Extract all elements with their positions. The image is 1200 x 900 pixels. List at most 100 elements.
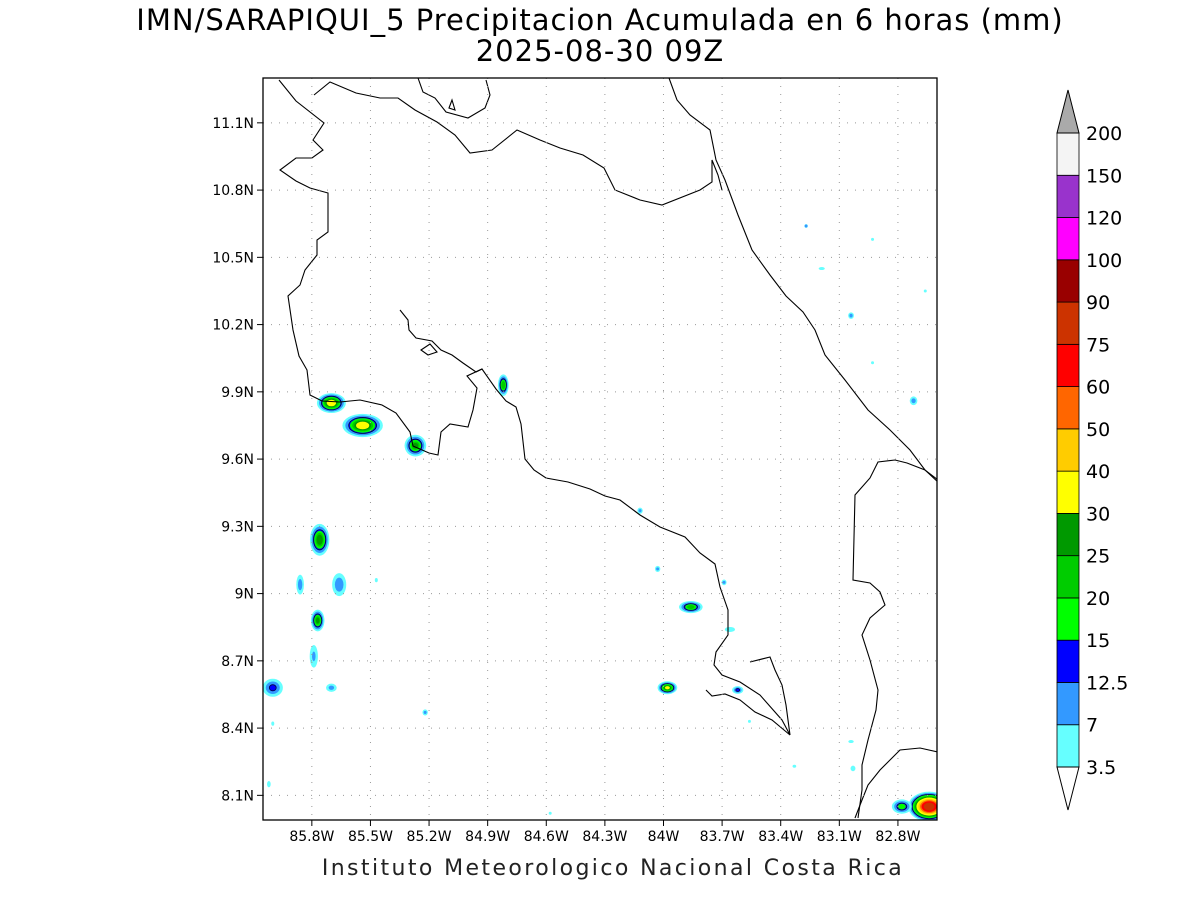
precip-cell-11 <box>422 709 428 716</box>
colorbar-label: 3.5 <box>1086 757 1116 779</box>
colorbar-label: 120 <box>1086 208 1122 230</box>
colorbar-under-arrow <box>1056 766 1080 811</box>
plot-frame <box>262 77 938 821</box>
precip-contour-12.5 <box>268 684 277 692</box>
precip-contour-25 <box>412 442 419 449</box>
precip-contour-3.5 <box>792 764 797 768</box>
precip-contour-20 <box>501 381 506 390</box>
precip-contour-7 <box>804 224 808 228</box>
colorbar-swatch <box>1056 428 1080 472</box>
precip-contour-12.5 <box>735 688 741 692</box>
y-tick-label: 8.4N <box>221 721 254 737</box>
precip-cell-4 <box>309 523 330 556</box>
precip-cell-9 <box>263 678 283 697</box>
colorbar-label: 60 <box>1086 377 1110 399</box>
precip-cell-21 <box>657 681 678 695</box>
colorbar-label: 7 <box>1086 715 1098 737</box>
precip-contour-7 <box>722 580 726 584</box>
island-1 <box>448 98 456 111</box>
coastline-pacific-mainland <box>278 79 791 736</box>
precip-contour-75 <box>923 802 935 811</box>
precip-contour-7 <box>312 651 316 662</box>
precip-contour-7 <box>638 509 642 513</box>
x-tick-label: 84.6W <box>524 829 569 845</box>
colorbar-swatch <box>1056 132 1080 176</box>
footer-credit: Instituto Meteorologico Nacional Costa R… <box>321 856 905 881</box>
precip-contour-7 <box>656 567 660 571</box>
x-tick-label: 84.9W <box>465 829 510 845</box>
colorbar-label: 15 <box>1086 630 1110 652</box>
colorbar-label: 150 <box>1086 165 1122 187</box>
precip-cell-8 <box>309 645 318 668</box>
border-nicaragua <box>313 81 723 206</box>
y-tick-label: 10.8N <box>212 183 254 199</box>
precip-cell-13 <box>267 780 271 788</box>
precip-contour-3.5 <box>923 289 927 293</box>
precip-contour-15 <box>897 803 906 810</box>
colorbar-swatch <box>1056 259 1080 303</box>
precip-cell-22 <box>732 686 744 694</box>
precip-contour-3.5 <box>871 237 875 241</box>
precip-cell-10 <box>326 683 337 692</box>
x-tick-label: 84W <box>648 829 680 845</box>
precip-contour-3.5 <box>548 811 552 815</box>
colorbar-swatch <box>1056 639 1080 683</box>
coastline-caribbean <box>668 78 937 480</box>
colorbar-swatch <box>1056 724 1080 768</box>
precip-contour-3.5 <box>724 626 736 632</box>
precip-cell-23 <box>747 719 751 723</box>
x-tick-label: 83.1W <box>817 829 862 845</box>
precip-contour-7 <box>334 577 344 592</box>
coastline-gulf-nicoya <box>399 309 483 373</box>
colorbar-label: 25 <box>1086 546 1110 568</box>
precip-cell-29 <box>818 267 825 271</box>
x-tick-label: 85.2W <box>407 829 452 845</box>
precip-contour-7 <box>849 313 853 318</box>
coastline <box>278 78 937 819</box>
precip-cell-33 <box>923 289 927 293</box>
colorbar-swatch <box>1056 386 1080 430</box>
colorbar-label: 12.5 <box>1086 672 1128 694</box>
x-tick-label: 84.3W <box>582 829 627 845</box>
y-tick-label: 10.2N <box>212 318 254 334</box>
precip-cell-34 <box>871 237 875 241</box>
precip-cell-5 <box>310 609 325 632</box>
precip-contour-25 <box>316 534 323 545</box>
colorbar-label: 100 <box>1086 250 1122 272</box>
y-tick-label: 9.6N <box>221 452 254 468</box>
precip-contour-3.5 <box>850 765 856 772</box>
precip-cell-30 <box>848 312 854 319</box>
precip-cell-36 <box>891 799 912 814</box>
precip-contour-7 <box>328 685 335 690</box>
coastline-osa-peninsula <box>749 656 791 736</box>
x-tick-label: 85.8W <box>289 829 334 845</box>
precip-cell-31 <box>871 361 875 365</box>
map-title: IMN/SARAPIQUI_5 Precipitacion Acumulada … <box>136 3 1064 37</box>
x-tick-label: 83.7W <box>700 829 745 845</box>
y-tick-label: 9N <box>235 587 254 603</box>
precip-cell-7 <box>296 574 304 595</box>
y-tick-label: 10.5N <box>212 250 254 266</box>
y-tick-label: 8.7N <box>221 654 254 670</box>
colorbar-label: 30 <box>1086 503 1110 525</box>
colorbar-label: 90 <box>1086 292 1110 314</box>
precip-contour-7 <box>423 710 427 714</box>
precip-cell-17 <box>654 565 661 573</box>
colorbar-label: 40 <box>1086 461 1110 483</box>
island-2 <box>420 343 438 356</box>
precip-cell-2 <box>342 413 383 438</box>
x-tick-label: 82.8W <box>875 829 920 845</box>
precip-contour-3.5 <box>818 267 825 271</box>
coastline-golfo-dulce <box>854 747 937 819</box>
colorbar-swatch <box>1056 555 1080 599</box>
precip-contour-3.5 <box>848 740 854 744</box>
precip-cell-24 <box>792 764 797 768</box>
y-tick-label: 9.3N <box>221 519 254 535</box>
axes: 85.8W 85.5W 85.2W 84.9W 84.6W 84.3W 84W 83.7W 83… <box>212 116 920 845</box>
colorbar-swatch <box>1056 217 1080 261</box>
x-tick-label: 85.5W <box>348 829 393 845</box>
precip-contour-25 <box>315 617 320 624</box>
precip-cell-20 <box>721 579 727 586</box>
precip-contour-30 <box>326 399 337 407</box>
precipitation-field <box>263 224 937 820</box>
